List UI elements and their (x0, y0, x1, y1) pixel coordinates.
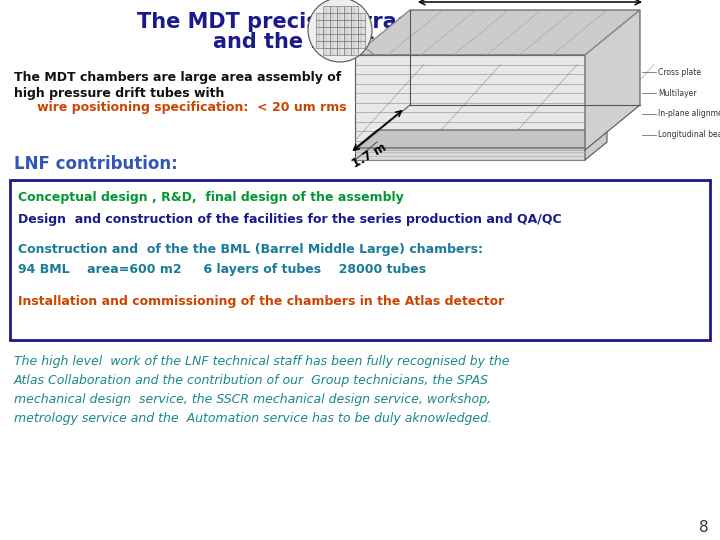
Polygon shape (585, 130, 607, 160)
Bar (336, 40, 343, 48)
Bar (358, 33, 364, 40)
Polygon shape (355, 55, 585, 150)
Bar (330, 19, 336, 26)
Bar (336, 33, 343, 40)
Text: high pressure drift tubes with: high pressure drift tubes with (14, 86, 225, 99)
Bar (336, 48, 343, 55)
Bar (336, 5, 343, 12)
Bar (343, 5, 351, 12)
Bar (358, 40, 364, 48)
Text: Design  and construction of the facilities for the series production and QA/QC: Design and construction of the facilitie… (18, 213, 562, 226)
Text: Multilayer: Multilayer (658, 89, 696, 98)
Text: The MDT precision tracking chambers: The MDT precision tracking chambers (138, 12, 582, 32)
Bar (323, 19, 330, 26)
Text: Installation and commissioning of the chambers in the Atlas detector: Installation and commissioning of the ch… (18, 294, 504, 307)
Bar (330, 5, 336, 12)
Text: 1.7 m: 1.7 m (350, 140, 389, 170)
Bar (358, 12, 364, 19)
Bar (315, 19, 323, 26)
Bar (330, 26, 336, 33)
Bar (351, 48, 358, 55)
Bar (330, 33, 336, 40)
Bar (336, 12, 343, 19)
Bar (330, 12, 336, 19)
Polygon shape (355, 130, 607, 148)
Bar (330, 40, 336, 48)
Bar (343, 12, 351, 19)
Text: In-plane alignment: In-plane alignment (658, 110, 720, 118)
Bar (351, 40, 358, 48)
Bar (323, 33, 330, 40)
Text: Atlas Collaboration and the contribution of our  Group technicians, the SPAS: Atlas Collaboration and the contribution… (14, 374, 489, 387)
Text: Construction and  of the the BML (Barrel Middle Large) chambers:: Construction and of the the BML (Barrel … (18, 244, 483, 256)
Bar (343, 19, 351, 26)
Text: wire positioning specification:  < 20 um rms: wire positioning specification: < 20 um … (24, 102, 346, 114)
Bar (315, 40, 323, 48)
Bar (358, 19, 364, 26)
Text: and the LNF contribution: and the LNF contribution (212, 32, 508, 52)
Circle shape (308, 0, 372, 62)
Text: Longitudinal beam: Longitudinal beam (658, 130, 720, 139)
Bar (10, 180, 710, 340)
Bar (351, 12, 358, 19)
Bar (343, 40, 351, 48)
Bar (351, 5, 358, 12)
Bar (358, 26, 364, 33)
Bar (323, 48, 330, 55)
Text: 8: 8 (699, 521, 708, 536)
Bar (315, 26, 323, 33)
Text: The high level  work of the LNF technical staff has been fully recognised by the: The high level work of the LNF technical… (14, 355, 510, 368)
Bar (330, 48, 336, 55)
Text: Conceptual design , R&D,  final design of the assembly: Conceptual design , R&D, final design of… (18, 192, 404, 205)
Text: LNF contribution:: LNF contribution: (14, 155, 178, 173)
Polygon shape (355, 148, 585, 160)
Bar (343, 33, 351, 40)
Bar (323, 26, 330, 33)
Polygon shape (355, 10, 640, 55)
Bar (336, 26, 343, 33)
Bar (315, 12, 323, 19)
Bar (351, 19, 358, 26)
Bar (336, 19, 343, 26)
Bar (315, 33, 323, 40)
Text: Cross plate: Cross plate (658, 68, 701, 77)
Bar (323, 12, 330, 19)
Bar (343, 26, 351, 33)
Text: mechanical design  service, the SSCR mechanical design service, workshop,: mechanical design service, the SSCR mech… (14, 393, 491, 406)
Bar (351, 33, 358, 40)
Text: 94 BML    area=600 m2     6 layers of tubes    28000 tubes: 94 BML area=600 m2 6 layers of tubes 280… (18, 262, 426, 275)
Bar (323, 40, 330, 48)
Bar (351, 26, 358, 33)
Bar (323, 5, 330, 12)
Text: The MDT chambers are large area assembly of: The MDT chambers are large area assembly… (14, 71, 341, 84)
Polygon shape (585, 10, 640, 150)
Bar (343, 48, 351, 55)
Text: metrology service and the  Automation service has to be duly aknowledged.: metrology service and the Automation ser… (14, 412, 492, 425)
